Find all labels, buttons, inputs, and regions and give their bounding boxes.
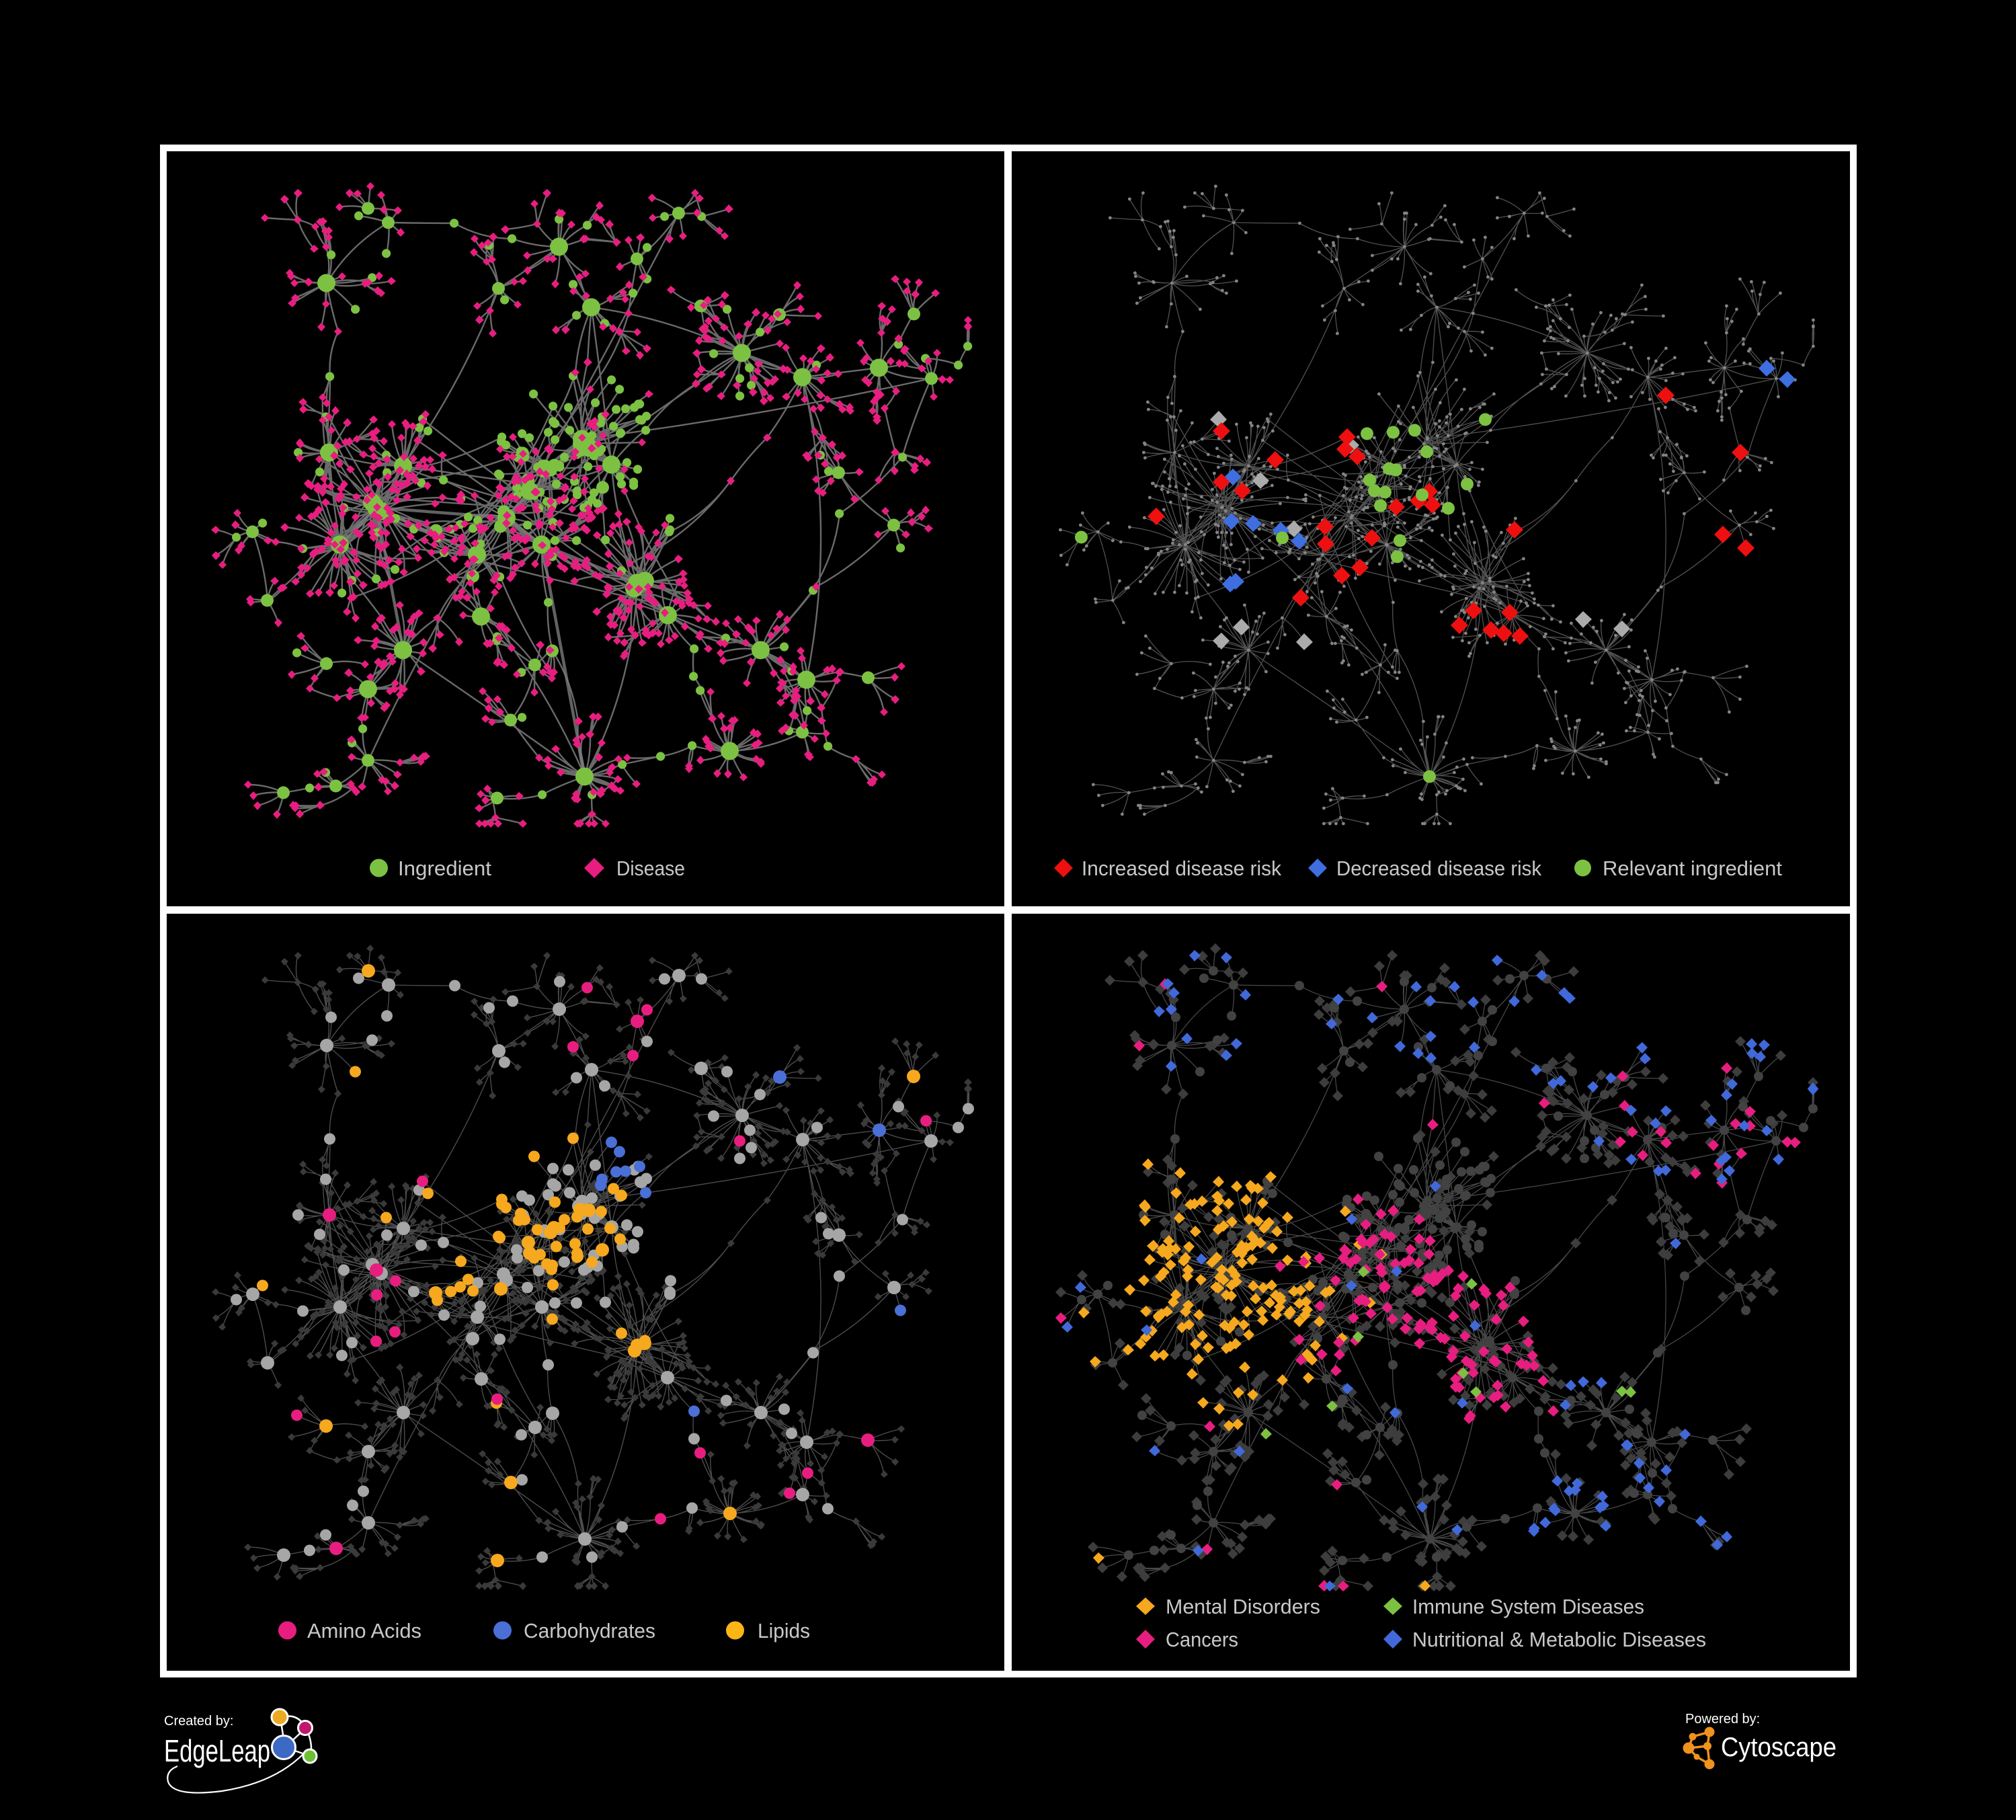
- svg-text:Relevant ingredient: Relevant ingredient: [1603, 857, 1782, 880]
- svg-text:Carbohydrates: Carbohydrates: [524, 1619, 655, 1643]
- svg-text:Decreased disease risk: Decreased disease risk: [1336, 857, 1541, 880]
- svg-text:Lipids: Lipids: [758, 1619, 810, 1643]
- svg-text:Immune System Diseases: Immune System Diseases: [1412, 1595, 1644, 1618]
- svg-text:Cancers: Cancers: [1166, 1628, 1238, 1651]
- svg-text:Powered by:: Powered by:: [1685, 1712, 1760, 1727]
- svg-text:Disease: Disease: [616, 857, 685, 880]
- svg-text:Ingredient: Ingredient: [398, 857, 491, 880]
- svg-text:Mental Disorders: Mental Disorders: [1166, 1595, 1320, 1618]
- svg-text:Nutritional & Metabolic Diseas: Nutritional & Metabolic Diseases: [1412, 1628, 1706, 1651]
- svg-text:Cytoscape: Cytoscape: [1721, 1733, 1837, 1762]
- svg-text:Amino Acids: Amino Acids: [307, 1619, 421, 1643]
- svg-text:Increased disease risk: Increased disease risk: [1082, 857, 1281, 880]
- svg-text:Created by:: Created by:: [164, 1714, 233, 1729]
- svg-text:EdgeLeap: EdgeLeap: [164, 1733, 270, 1768]
